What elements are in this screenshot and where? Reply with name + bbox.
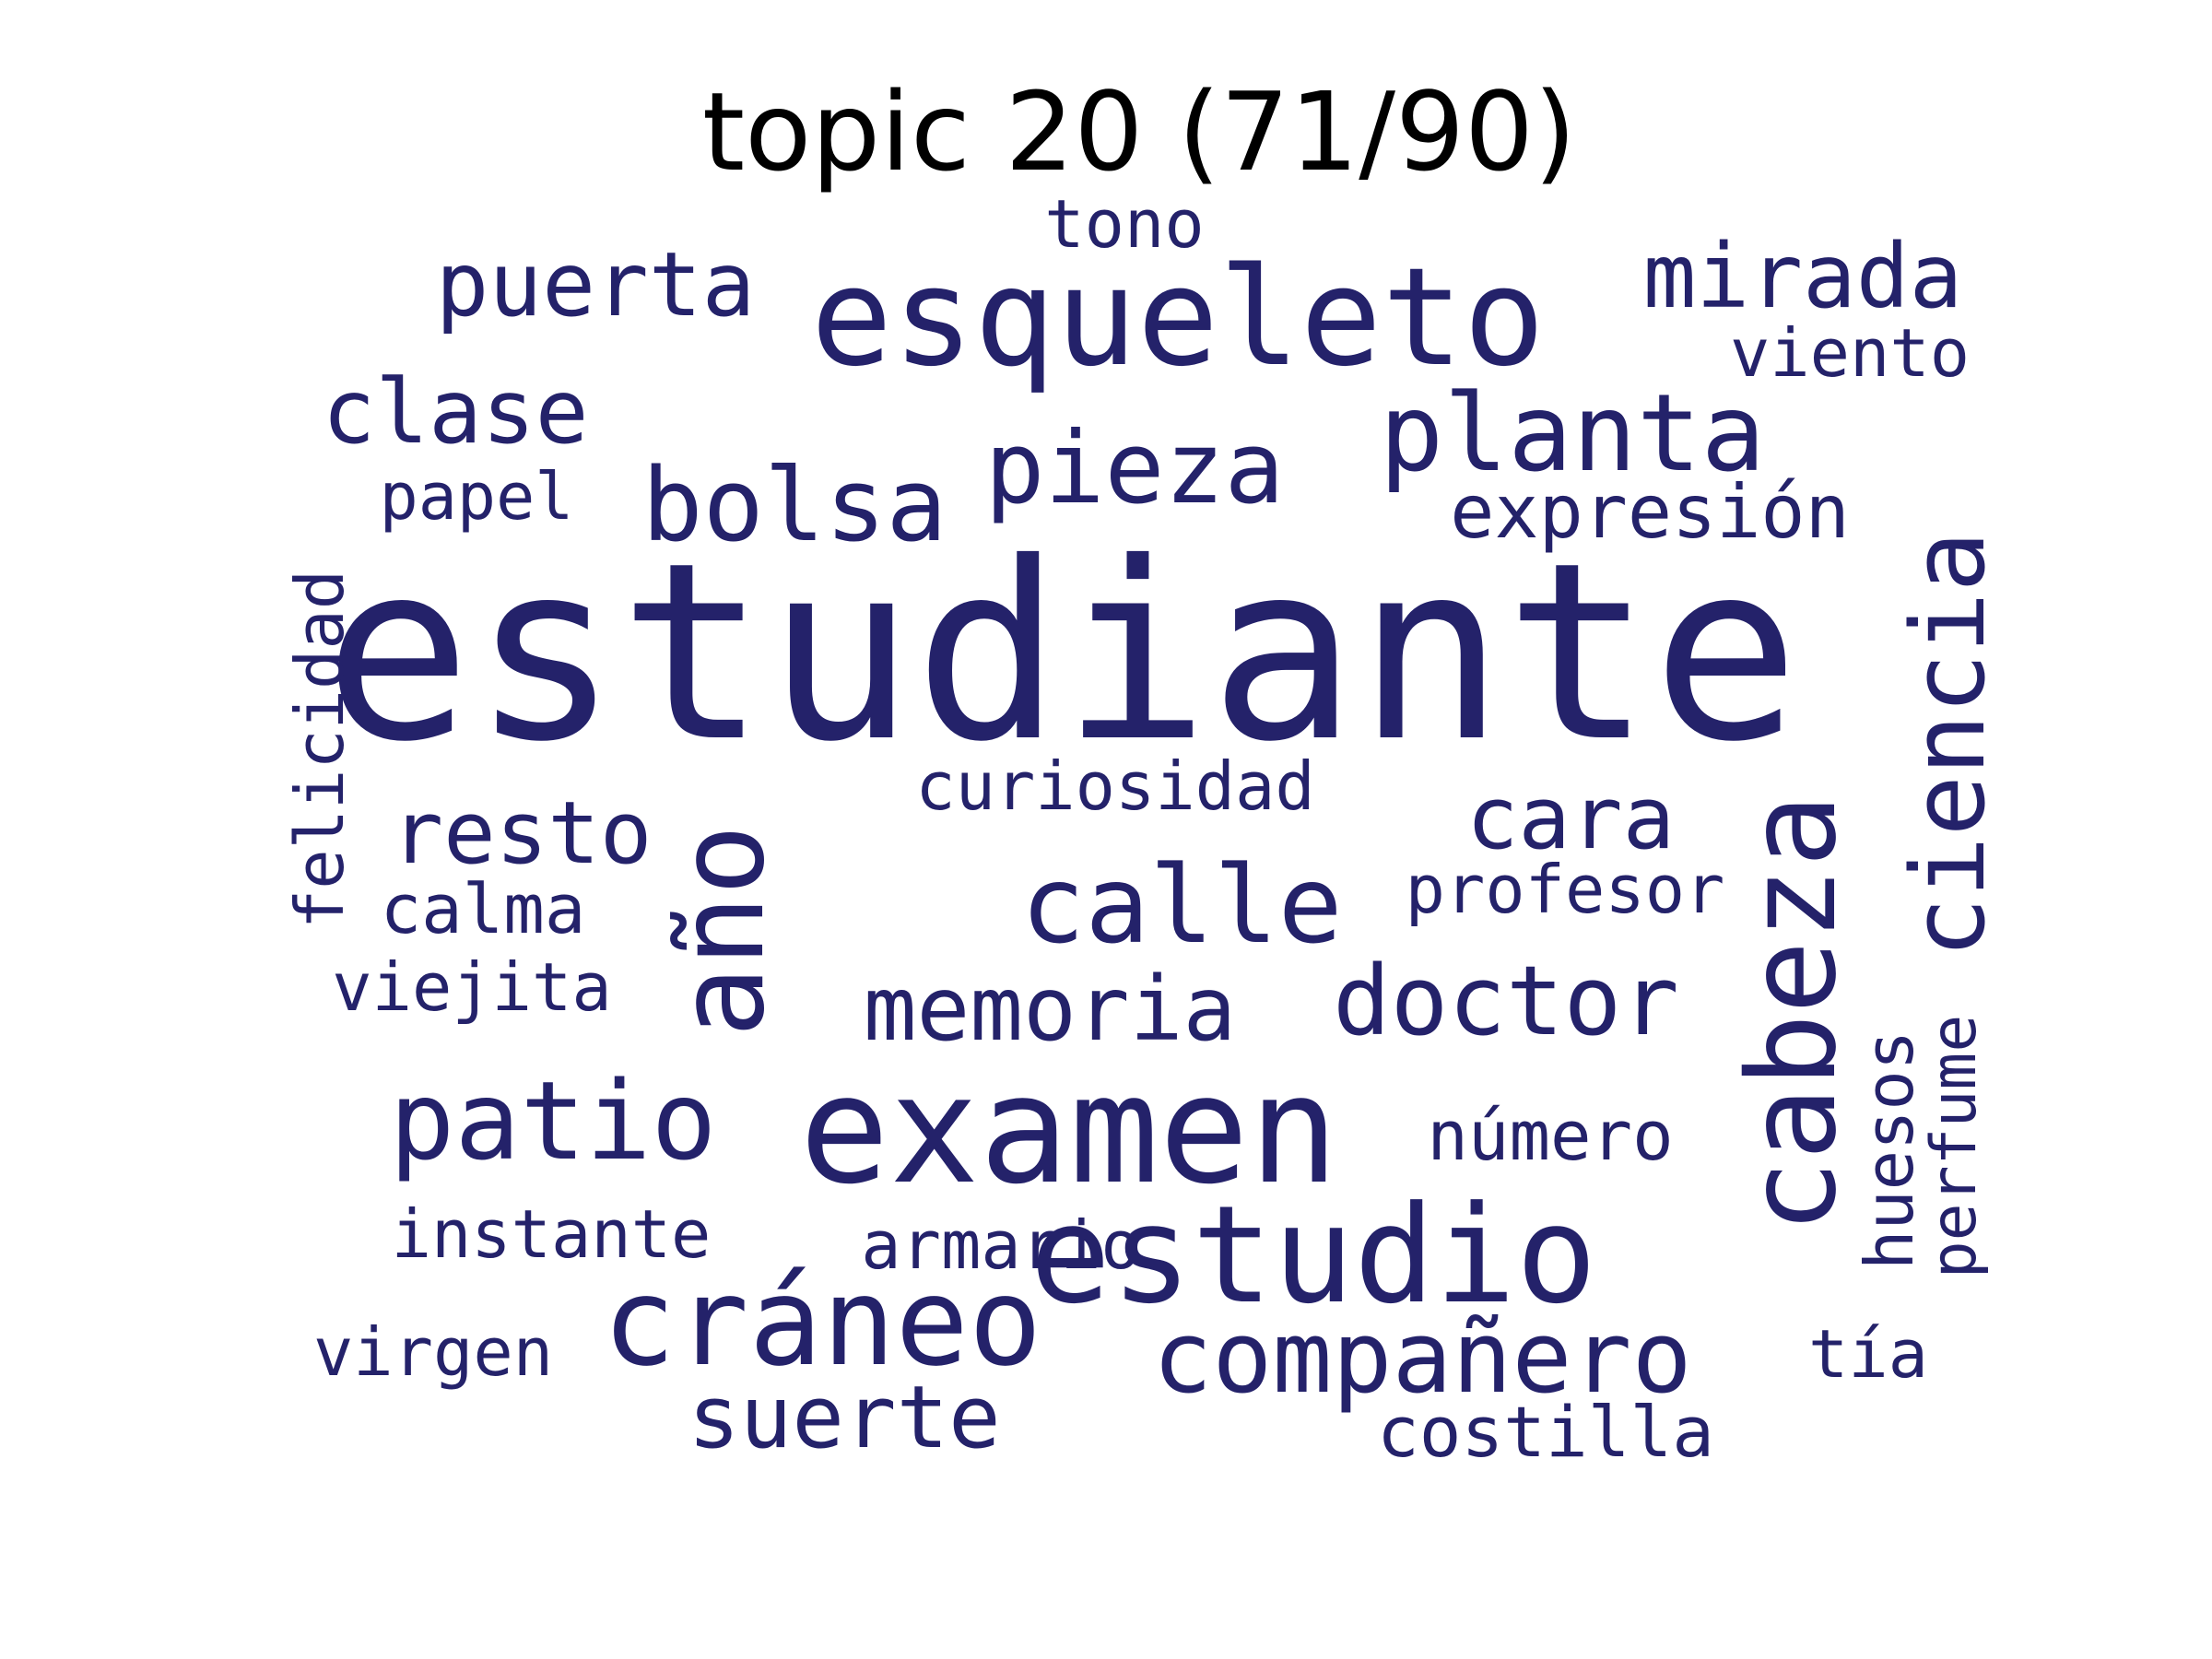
word-suerte: suerte — [688, 1368, 1001, 1468]
word-mirada: mirada — [1643, 225, 1963, 328]
word-pieza: pieza — [984, 411, 1284, 526]
word-perfume: perfume — [1918, 1015, 1991, 1279]
word-calma: calma — [381, 870, 586, 949]
word-estudiante: estudiante — [324, 510, 1799, 795]
cloud-title: topic 20 (71/90) — [702, 68, 1576, 195]
word-virgen: virgen — [313, 1313, 553, 1391]
word-companero: compañero — [1152, 1300, 1691, 1416]
word-ciencia: ciencia — [1889, 531, 2007, 959]
word-profesor: profesor — [1406, 851, 1725, 928]
word-calle: calle — [1020, 843, 1342, 968]
word-numero: número — [1427, 1097, 1673, 1176]
word-tia: tía — [1808, 1315, 1928, 1393]
word-viento: viento — [1730, 314, 1970, 392]
word-instante: instante — [392, 1195, 712, 1273]
word-huesos: huesos — [1851, 1030, 1928, 1270]
word-ano: año — [653, 824, 791, 1037]
word-clase: clase — [323, 360, 589, 464]
word-tono: tono — [1044, 185, 1204, 263]
word-armario: armario — [861, 1206, 1140, 1284]
word-costilla: costilla — [1377, 1391, 1714, 1473]
word-bolsa: bolsa — [641, 446, 947, 564]
word-craneo: cráneo — [603, 1252, 1042, 1394]
word-doctor: doctor — [1333, 945, 1679, 1057]
word-planta: planta — [1379, 371, 1765, 496]
word-estudio: estudio — [1030, 1177, 1596, 1334]
word-viejita: viejita — [332, 948, 611, 1026]
word-puerta: puerta — [436, 233, 756, 336]
word-memoria: memoria — [864, 958, 1237, 1061]
word-curiosidad: curiosidad — [915, 747, 1314, 825]
word-resto: resto — [392, 783, 653, 884]
word-expresion: expresión — [1450, 469, 1849, 555]
word-cabeza: cabeza — [1722, 794, 1864, 1234]
word-felicidad: felicidad — [281, 570, 359, 929]
word-esqueleto: esqueleto — [811, 239, 1546, 396]
word-papel: papel — [380, 459, 574, 535]
word-patio: patio — [389, 1057, 716, 1184]
word-cara: cara — [1466, 769, 1675, 869]
word-examen: examen — [799, 1044, 1338, 1218]
